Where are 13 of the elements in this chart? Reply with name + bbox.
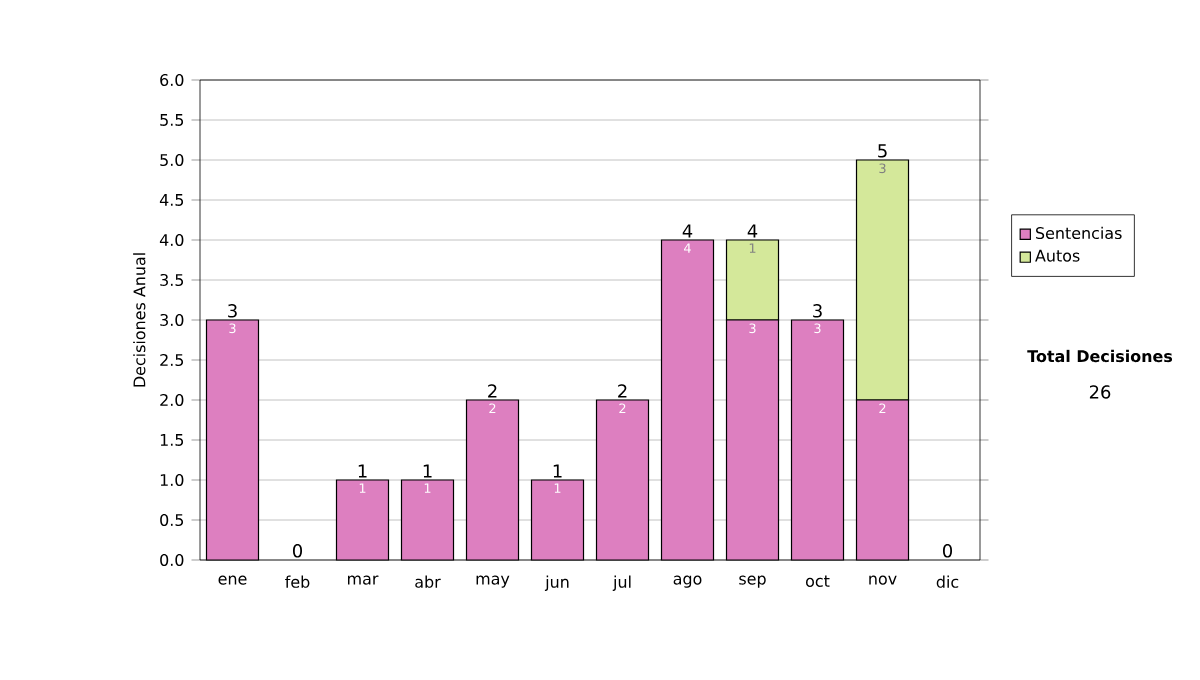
total-label: 1 [358,464,367,478]
total-label: 0 [292,544,303,558]
total-label: 2 [618,384,627,398]
total-label: 1 [553,464,562,478]
total-label: 3 [228,304,237,318]
total-label: 2 [488,384,497,398]
total-label: 4 [747,224,758,238]
text: 26 [1089,385,1111,399]
total-label: 1 [423,464,432,478]
total-label: 4 [682,224,693,238]
total-label: 3 [813,304,822,318]
total-label: 5 [878,144,887,158]
total-label: 0 [942,544,953,558]
